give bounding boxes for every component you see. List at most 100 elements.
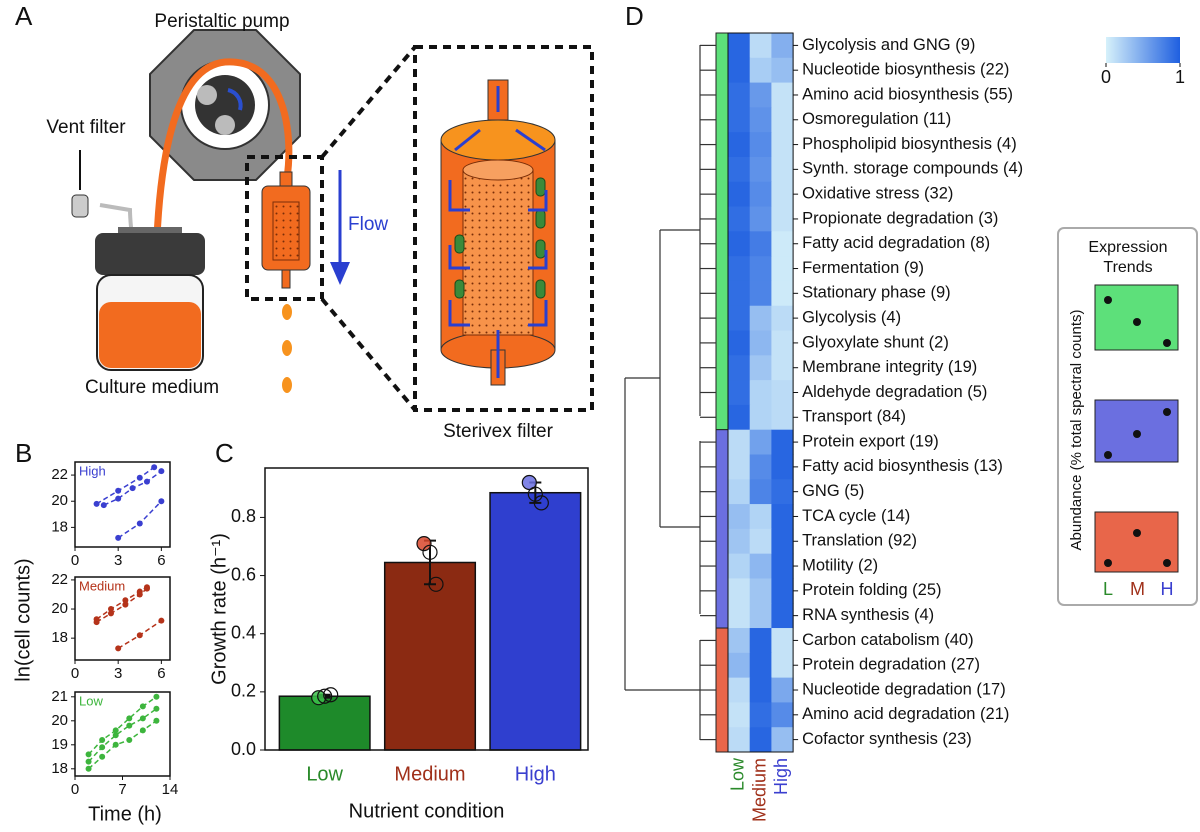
row-label: Propionate degradation (3) — [802, 209, 998, 227]
row-label: Phospholipid biosynthesis (4) — [802, 135, 1017, 153]
flow-arrowhead — [330, 262, 350, 285]
heat-cell — [728, 628, 751, 654]
heat-cell — [749, 628, 772, 654]
point — [99, 737, 106, 743]
small-filter-core — [272, 201, 300, 261]
series-line — [96, 466, 155, 505]
column-label: Medium — [749, 758, 769, 822]
heat-cell — [771, 628, 794, 654]
plot-title: Medium — [79, 578, 125, 593]
panel-label: A — [15, 1, 33, 31]
column-label: Low — [728, 757, 748, 791]
point — [107, 606, 114, 613]
heat-cell — [771, 355, 794, 381]
point — [115, 645, 122, 652]
heat-cell — [749, 479, 772, 505]
vent-label: Vent filter — [46, 117, 126, 138]
x-tick-label: High — [515, 763, 556, 785]
point — [129, 485, 136, 492]
heat-cell — [728, 107, 751, 133]
heat-cell — [771, 305, 794, 332]
heat-cell — [749, 132, 772, 158]
pump-label: Peristaltic pump — [154, 11, 289, 32]
series-line — [117, 500, 162, 539]
x-tick-label: 6 — [157, 552, 165, 569]
y-tick-label: 22 — [51, 571, 68, 588]
heat-cell — [749, 404, 772, 431]
row-label: Aldehyde degradation (5) — [802, 383, 987, 401]
x-tick-label: 3 — [114, 665, 122, 682]
heat-cell — [771, 107, 794, 133]
medium-label: Culture medium — [85, 377, 219, 398]
panel-label: C — [215, 438, 234, 468]
heat-cell — [771, 454, 794, 480]
heat-cell — [749, 553, 772, 579]
point — [153, 717, 160, 724]
heat-cell — [728, 33, 751, 59]
point — [126, 737, 133, 743]
heat-cell — [749, 504, 772, 530]
heat-cell — [771, 330, 794, 356]
heat-cell — [771, 677, 794, 703]
y-tick-label: 0.4 — [231, 622, 256, 642]
heat-cell — [728, 57, 751, 84]
heat-cell — [771, 479, 794, 505]
membrane-top — [462, 159, 534, 181]
panel-label: D — [625, 1, 644, 31]
drop — [282, 304, 292, 320]
heat-cell — [749, 355, 772, 381]
heat-cell — [728, 156, 751, 183]
y-tick-label: 0.2 — [231, 681, 256, 701]
point — [85, 751, 92, 758]
point — [158, 617, 165, 624]
plot-title: High — [79, 463, 106, 478]
heat-cell — [728, 677, 751, 703]
series-line — [88, 720, 157, 770]
plot-frame — [74, 461, 171, 548]
cluster-bar — [715, 627, 729, 753]
row-label: Amino acid biosynthesis (55) — [802, 85, 1013, 103]
zoom-box — [245, 155, 324, 301]
heat-cell — [749, 82, 772, 108]
trends-ylabel: Abundance (% total spectral counts) — [1068, 310, 1085, 551]
row-label: Synth. storage compounds (4) — [802, 160, 1023, 178]
point — [85, 765, 92, 772]
replicate-point — [422, 544, 438, 560]
y-axis-label: Growth rate (h⁻¹) — [208, 533, 230, 685]
heat-cell — [771, 553, 794, 579]
point — [136, 632, 143, 639]
filter-outlet — [281, 269, 291, 289]
heat-cell — [771, 578, 794, 604]
x-tick-label: 0 — [71, 665, 79, 682]
point — [153, 705, 160, 712]
heat-cell — [749, 380, 772, 406]
y-tick-label: 19 — [51, 736, 68, 753]
column-label: High — [771, 758, 791, 795]
heat-cell — [771, 256, 794, 282]
point — [126, 715, 133, 722]
plot-title: Low — [79, 693, 103, 708]
medium — [99, 302, 201, 368]
heat-cell — [771, 702, 794, 728]
connector — [320, 45, 417, 159]
heat-cell — [749, 528, 772, 555]
y-tick-label: 18 — [51, 760, 68, 777]
bottle-cap — [95, 233, 205, 275]
heat-cell — [771, 82, 794, 108]
heat-cell — [728, 355, 751, 381]
heat-cell — [728, 652, 751, 679]
row-label: Amino acid degradation (21) — [802, 705, 1009, 723]
heat-cell — [728, 82, 751, 108]
drop — [282, 377, 292, 393]
replicate-point — [428, 576, 444, 592]
heat-cell — [728, 454, 751, 480]
heat-cell — [749, 181, 772, 208]
y-axis-label: ln(cell counts) — [12, 558, 34, 681]
heat-cell — [749, 603, 772, 629]
replicate-point — [533, 495, 549, 511]
flow-paths — [448, 86, 548, 378]
row-label: Fatty acid biosynthesis (13) — [802, 457, 1003, 475]
x-tick-label: 6 — [157, 665, 165, 682]
point — [122, 597, 129, 604]
trend-dots — [1104, 296, 1171, 567]
